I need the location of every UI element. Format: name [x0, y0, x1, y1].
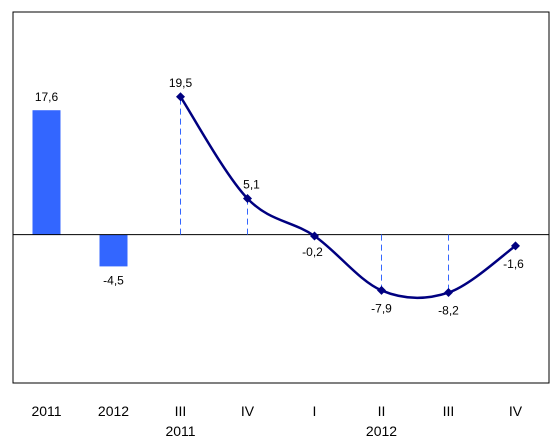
line-point-5: [444, 288, 453, 298]
bar-label-2012: -4,5: [103, 273, 124, 287]
bar-label-2011: 17,6: [35, 90, 59, 104]
line-label-3: -0,2: [302, 245, 323, 259]
x-tick-label-7: III: [443, 403, 455, 419]
bar-2012: [99, 234, 128, 267]
x-tick-label-3: III: [175, 403, 187, 419]
x-group-label-2012: 2012: [366, 423, 397, 439]
x-group-label-2011: 2011: [165, 423, 195, 439]
x-tick-label-4: IV: [241, 403, 255, 419]
line-point-3: [310, 231, 319, 241]
line-point-4: [377, 285, 386, 295]
line-label-2: 5,1: [243, 178, 260, 192]
line-label-4: -7,9: [371, 301, 392, 315]
plot-frame: [12, 11, 550, 384]
line-label-5: -8,2: [438, 304, 459, 318]
series-line: [179, 96, 517, 300]
line-label-1: 19,5: [169, 76, 193, 90]
line-point-6: [511, 241, 520, 251]
x-tick-label-8: IV: [509, 403, 523, 419]
line-point-1: [176, 92, 185, 102]
x-tick-label-1: 2011: [31, 403, 61, 419]
line-label-6: -1,6: [503, 257, 524, 271]
line-point-2: [243, 194, 252, 204]
x-tick-label-5: I: [313, 403, 317, 419]
bar-2011: [32, 110, 61, 235]
x-tick-label-6: II: [378, 403, 386, 419]
x-tick-label-2: 2012: [98, 403, 129, 419]
